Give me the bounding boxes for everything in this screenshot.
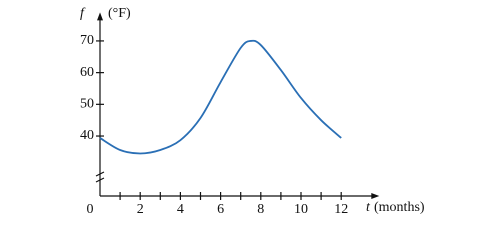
y-tick-label: 40 [80,128,94,143]
y-axis-label: f [80,6,86,21]
axis-break [95,171,105,183]
chart: f (°F) t (months) 40 50 60 70 0 2 4 6 8 10 12 [80,6,425,217]
y-arrow [97,12,103,21]
x-tick-label: 2 [137,202,144,217]
x-arrow [371,193,380,199]
x-tick-label: 10 [294,202,308,217]
page: {"chart_data": {"type": "line", "y_label… [80,6,425,218]
x-axis-label: t [366,200,371,215]
y-axis-unit: (°F) [108,6,131,21]
x-tick-label: 8 [257,202,264,217]
y-tick-label: 70 [80,33,94,48]
x-tick-label: 0 [87,202,94,217]
x-axis-unit: (months) [374,200,425,215]
y-tick-label: 50 [80,97,94,112]
x-tick-label: 4 [177,202,184,217]
x-tick-label: 6 [217,202,224,217]
x-tick-label: 12 [334,202,348,217]
y-tick-label: 60 [80,65,94,80]
curve [99,39,342,155]
